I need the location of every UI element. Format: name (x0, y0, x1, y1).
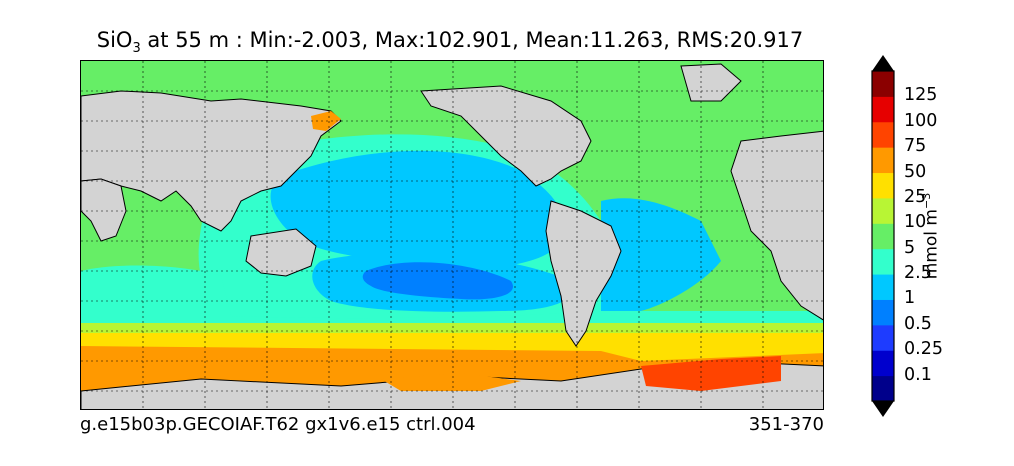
title-species: SiO (96, 28, 133, 52)
colorbar (871, 55, 895, 417)
colorbar-tick-label: 0.25 (904, 339, 943, 360)
colorbar-bottom-arrow (872, 401, 894, 417)
colorbar-segment (872, 96, 894, 123)
units-exponent: −3 (920, 192, 933, 209)
colorbar-tick-label: 10 (904, 212, 927, 233)
plot-title: SiO3 at 55 m : Min:-2.003, Max:102.901, … (0, 28, 900, 56)
ross-high (381, 373, 521, 391)
colorbar-tick-label: 25 (904, 186, 927, 207)
colorbar-tick-label: 0.1 (904, 364, 932, 385)
pacific-low-north (270, 150, 564, 268)
indian-band (81, 265, 231, 316)
colorbar-tick-label: 1 (904, 288, 916, 309)
colorbar-tick-label: 75 (904, 136, 927, 157)
colorbar-tick-label: 100 (904, 110, 938, 131)
graticule (81, 61, 823, 409)
africa (730, 130, 823, 321)
colorbar-segment (872, 223, 894, 250)
colorbar-segment (872, 172, 894, 199)
title-subscript: 3 (132, 41, 141, 57)
case-name: g.e15b03p.GECOIAF.T62 gx1v6.e15 ctrl.004 (80, 414, 476, 435)
colorbar-segment (872, 375, 894, 402)
australia (245, 228, 317, 277)
eurasia (81, 90, 342, 232)
ocean-map (80, 60, 824, 410)
colorbar-segment (872, 147, 894, 174)
atlantic-low (601, 198, 721, 311)
colorbar-segment (872, 324, 894, 351)
pacific-min (362, 262, 513, 300)
colorbar-segment (872, 350, 894, 377)
north-america (420, 85, 592, 187)
colorbar-tick-label: 5 (904, 237, 916, 258)
year-range: 351-370 (748, 414, 824, 435)
colorbar-segment (872, 197, 894, 224)
colorbar-tick-label: 125 (904, 85, 938, 106)
colorbar-units: mmol m−3 (920, 193, 942, 279)
colorbar-top-arrow (872, 55, 894, 71)
colorbar-segment (872, 248, 894, 275)
weddell-max (641, 356, 781, 391)
title-stats: at 55 m : Min:-2.003, Max:102.901, Mean:… (140, 28, 804, 52)
colorbar-tick-label: 0.5 (904, 313, 932, 334)
colorbar-border (871, 70, 895, 402)
colorbar-tick-label: 2.5 (904, 263, 932, 284)
units-main: mmol m (921, 209, 942, 280)
colorbar-segment (872, 121, 894, 148)
africa-east (81, 178, 127, 242)
colorbar-segment (872, 274, 894, 300)
colorbar-segment (872, 71, 894, 97)
colorbar-tick-label: 50 (904, 161, 927, 182)
map-svg (81, 61, 823, 409)
colorbar-segment (872, 299, 894, 326)
colorbar-segments (872, 71, 894, 402)
